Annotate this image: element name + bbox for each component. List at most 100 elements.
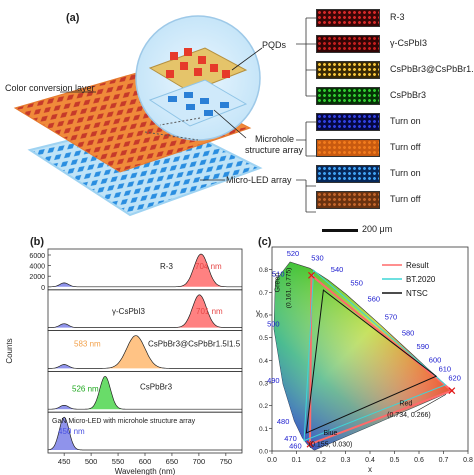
wavelength-label: 480 [277, 417, 290, 426]
spectrum-peak-label: 704 nm [195, 262, 222, 271]
spectrum-peak-fill [106, 335, 166, 369]
result-point [306, 440, 314, 448]
scale-bar-label: 200 μm [362, 224, 393, 234]
wavelength-label: 540 [331, 265, 344, 274]
wavelength-label: 550 [350, 279, 363, 288]
x-tick-label: 0.7 [439, 457, 449, 464]
wavelength-label: 620 [448, 374, 461, 383]
thumbnail-2 [316, 61, 380, 79]
wavelength-label: 470 [284, 434, 297, 443]
color-conversion-layer [13, 71, 252, 173]
emission-spectra-chart: R-3 704 nm γ-CsPbI3 701 nm CsPbBr3@CsPbBr1.5… [5, 248, 243, 475]
thumbnail-6 [316, 165, 380, 183]
x-tick-label: 0.2 [316, 457, 326, 464]
result-point [308, 271, 315, 279]
panel-a: (a) [5, 9, 474, 234]
green-point-coord: (0.161, 0.775) [285, 268, 292, 308]
scale-bar [322, 229, 358, 232]
x-tick-label: 0.0 [267, 457, 277, 464]
y-tick-label: 0.3 [259, 381, 268, 388]
spectrum-name-label: γ-CsPbI3 [112, 307, 145, 316]
wavelength-label: 600 [429, 356, 442, 365]
result-point [448, 387, 456, 395]
x-tick-label: 700 [193, 457, 206, 466]
spectrum-line [48, 335, 242, 369]
x-axis-label: x [368, 465, 372, 474]
y-tick-label: 0.1 [259, 426, 268, 433]
callout-color-conversion-layer: Color conversion layer [5, 83, 95, 93]
spectrum-name-label: CsPbBr3 [140, 382, 173, 391]
spectrum-line [48, 294, 242, 328]
legend-label: Result [406, 261, 429, 270]
spectrum-line [48, 253, 242, 288]
spectrum-peak-label: 526 nm [72, 384, 99, 393]
thumbnail-1 [316, 35, 380, 53]
spectral-locus-blue-overlay [274, 262, 453, 450]
wavelength-label: 460 [289, 442, 302, 451]
spectrum-peak-label: 450 nm [58, 427, 85, 436]
gamut-triangle [308, 273, 454, 446]
bracket-lines [296, 17, 316, 213]
wavelength-label: 580 [402, 328, 415, 337]
thumbnail-label: Turn off [390, 194, 421, 204]
thumbnail-5 [316, 139, 380, 157]
spectrum-line [47, 416, 242, 451]
x-tick-label: 550 [112, 457, 125, 466]
legend-label: BT.2020 [406, 275, 436, 284]
x-tick-label: 0.4 [365, 457, 375, 464]
red-leader-line [413, 394, 447, 413]
y-axis-label: y [256, 308, 260, 317]
green-point-name: Green [274, 273, 281, 293]
x-tick-label: 650 [166, 457, 179, 466]
y-tick-label: 0.6 [259, 313, 268, 320]
blue-point-name: Blue [323, 430, 337, 437]
x-tick-label: 0.8 [463, 457, 473, 464]
thumbnail-label: Turn on [390, 168, 421, 178]
thumbnail-label: CsPbBr3@CsPbBr1.5I1.5 [390, 64, 474, 74]
y-tick-label: 0.2 [259, 403, 268, 410]
wavelength-label: 610 [439, 365, 452, 374]
x-tick-label: 500 [85, 457, 98, 466]
y-tick-label: 0.8 [259, 267, 268, 274]
spectrum-name-label: CsPbBr3@CsPbBr1.5I1.5 [148, 340, 241, 349]
thumbnail-label: Turn off [390, 142, 421, 152]
gamut-triangle [305, 289, 438, 434]
x-axis-label: Wavelength (nm) [115, 467, 176, 475]
spectrum-name-label: R-3 [160, 262, 173, 271]
y-tick-label: 0 [41, 285, 45, 292]
blue-point-coord: (0.155, 0.030) [309, 441, 353, 448]
thumbnail-label: CsPbBr3 [390, 90, 427, 100]
wavelength-label: 490 [267, 376, 280, 385]
thumbnail-label: γ-CsPbI3 [390, 38, 428, 48]
x-tick-label: 0.6 [414, 457, 424, 464]
spectrum-peak-label: 701 nm [196, 307, 223, 316]
y-tick-label: 6000 [29, 253, 45, 260]
y-tick-label: 0.7 [259, 290, 268, 297]
y-tick-label: 2000 [29, 274, 45, 281]
blue-residual-fill [53, 323, 75, 328]
red-point-coord: (0.734, 0.266) [387, 412, 431, 419]
red-point-name: Red [399, 401, 412, 408]
spectrum-name-label: GaN Micro-LED with microhole structure a… [52, 418, 196, 425]
wavelength-label: 590 [417, 342, 430, 351]
y-axis-label: Counts [5, 338, 14, 363]
legend-label: NTSC [406, 289, 428, 298]
panel-a-label: (a) [66, 12, 80, 24]
thumbnail-7 [316, 191, 380, 209]
callout-structure-array: structure array [245, 145, 304, 155]
y-tick-label: 0.4 [259, 358, 268, 365]
blue-residual-fill [53, 405, 75, 410]
device-illustration [13, 15, 263, 217]
thumbnail-4 [316, 113, 380, 131]
wavelength-label: 500 [267, 319, 280, 328]
y-tick-label: 0.5 [259, 335, 268, 342]
panel-c-label: (c) [258, 236, 272, 248]
wavelength-label: 510 [272, 269, 285, 278]
wavelength-label: 520 [287, 249, 300, 258]
wavelength-label: 530 [311, 254, 324, 263]
thumbnail-label: Turn on [390, 116, 421, 126]
spectrum-line [48, 376, 242, 410]
thumbnail-3 [316, 87, 380, 105]
thumbnail-label: R-3 [390, 12, 405, 22]
